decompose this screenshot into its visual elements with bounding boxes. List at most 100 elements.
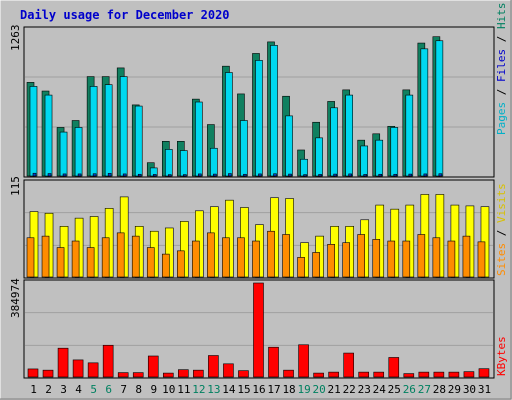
files-bar	[255, 60, 263, 177]
sites-bar	[477, 241, 486, 278]
pages-bar	[198, 173, 202, 177]
day-label: 12	[192, 383, 205, 396]
legend-mid: Sites / Visits	[495, 183, 508, 276]
sites-bar	[101, 237, 110, 278]
pages-bar	[167, 174, 172, 177]
day-label: 1	[30, 383, 37, 396]
sites-bar	[432, 237, 441, 278]
day-label: 9	[150, 383, 157, 396]
pages-bar	[423, 173, 428, 177]
day-label: 19	[297, 383, 310, 396]
files-bar	[240, 120, 248, 177]
sites-bar	[56, 247, 65, 278]
day-label: 16	[252, 383, 265, 396]
kbytes-bar	[132, 372, 144, 378]
kbytes-panel: 384974	[9, 278, 495, 379]
svg-text:Pages / Files / Hits: Pages / Files / Hits	[495, 3, 508, 136]
day-label: 21	[328, 383, 341, 396]
pages-bar	[77, 173, 82, 177]
legend-sep-3: /	[495, 223, 508, 243]
kbytes-bar	[178, 369, 189, 378]
day-label: 15	[237, 383, 250, 396]
kbytes-ymax-label: 384974	[9, 278, 22, 318]
pages-bar	[363, 174, 368, 177]
files-bar	[44, 94, 53, 177]
files-bar	[119, 76, 128, 177]
day-label: 28	[433, 383, 446, 396]
pages-bar	[152, 174, 157, 177]
sites-bar	[207, 232, 215, 278]
pages-bar	[213, 173, 217, 177]
day-label: 14	[222, 383, 236, 396]
kbytes-bar	[433, 371, 445, 378]
day-label: 26	[403, 383, 416, 396]
files-bar	[420, 48, 429, 177]
pages-bar	[62, 173, 67, 177]
legend-bottom: KBytes	[495, 336, 508, 376]
pages-bar	[288, 173, 292, 177]
kbytes-bar	[403, 373, 415, 378]
day-label: 11	[177, 383, 190, 396]
sites-bar	[327, 244, 335, 278]
legend-hits: Hits	[495, 3, 508, 30]
kbytes-bar	[72, 359, 84, 378]
kbytes-bar	[463, 371, 475, 378]
files-bar	[164, 149, 173, 177]
pages-bar	[393, 173, 398, 177]
kbytes-bar	[238, 370, 249, 378]
legend-pages: Pages	[495, 102, 508, 135]
sites-bar	[116, 232, 125, 278]
kbytes-bar	[193, 369, 204, 378]
sites-bar	[297, 257, 305, 278]
kbytes-bar	[283, 369, 294, 378]
sites-bar	[41, 235, 50, 278]
sites-bar	[447, 240, 456, 278]
legend-sep-1: /	[495, 82, 508, 102]
sites-bar	[312, 252, 320, 278]
files-bar	[330, 107, 338, 177]
files-bar	[375, 139, 384, 177]
files-bar	[225, 72, 233, 177]
legend-visits: Visits	[495, 183, 508, 223]
pages-bar	[408, 173, 413, 177]
kbytes-bar	[373, 371, 385, 378]
day-label: 7	[120, 383, 127, 396]
sites-bar	[237, 237, 245, 278]
files-bar	[89, 86, 98, 177]
chart-title: Daily usage for December 2020	[20, 8, 230, 22]
kbytes-bar	[298, 344, 309, 378]
pages-bar	[378, 173, 383, 177]
pages-bar	[303, 174, 307, 177]
pages-bar	[318, 174, 322, 177]
files-bar	[390, 127, 399, 177]
sites-bar	[86, 247, 95, 278]
kbytes-bar	[313, 372, 324, 378]
legend-kbytes: KBytes	[495, 336, 508, 376]
legend-files: Files	[495, 49, 508, 82]
sites-bar	[26, 237, 35, 278]
pages-bar	[183, 174, 187, 177]
day-label: 23	[358, 383, 371, 396]
pages-bar	[438, 173, 443, 177]
kbytes-bar	[388, 357, 400, 378]
kbytes-bar	[448, 371, 460, 378]
kbytes-bar	[42, 369, 54, 378]
visits-ymax-label: 115	[9, 176, 22, 196]
files-bar	[435, 40, 444, 177]
files-bar	[59, 131, 68, 177]
pages-bar	[32, 172, 37, 177]
files-bar	[180, 150, 188, 177]
kbytes-bar	[117, 372, 129, 378]
sites-bar	[357, 234, 366, 278]
day-label: 25	[388, 383, 401, 396]
pages-bar	[258, 173, 262, 177]
kbytes-bar	[343, 352, 354, 378]
files-bar	[134, 105, 143, 177]
day-label: 20	[313, 383, 326, 396]
hits-panel: 1263	[9, 25, 495, 178]
kbytes-bar	[162, 372, 174, 378]
pages-bar	[92, 173, 97, 177]
sites-bar	[252, 240, 260, 278]
day-label: 31	[478, 383, 491, 396]
